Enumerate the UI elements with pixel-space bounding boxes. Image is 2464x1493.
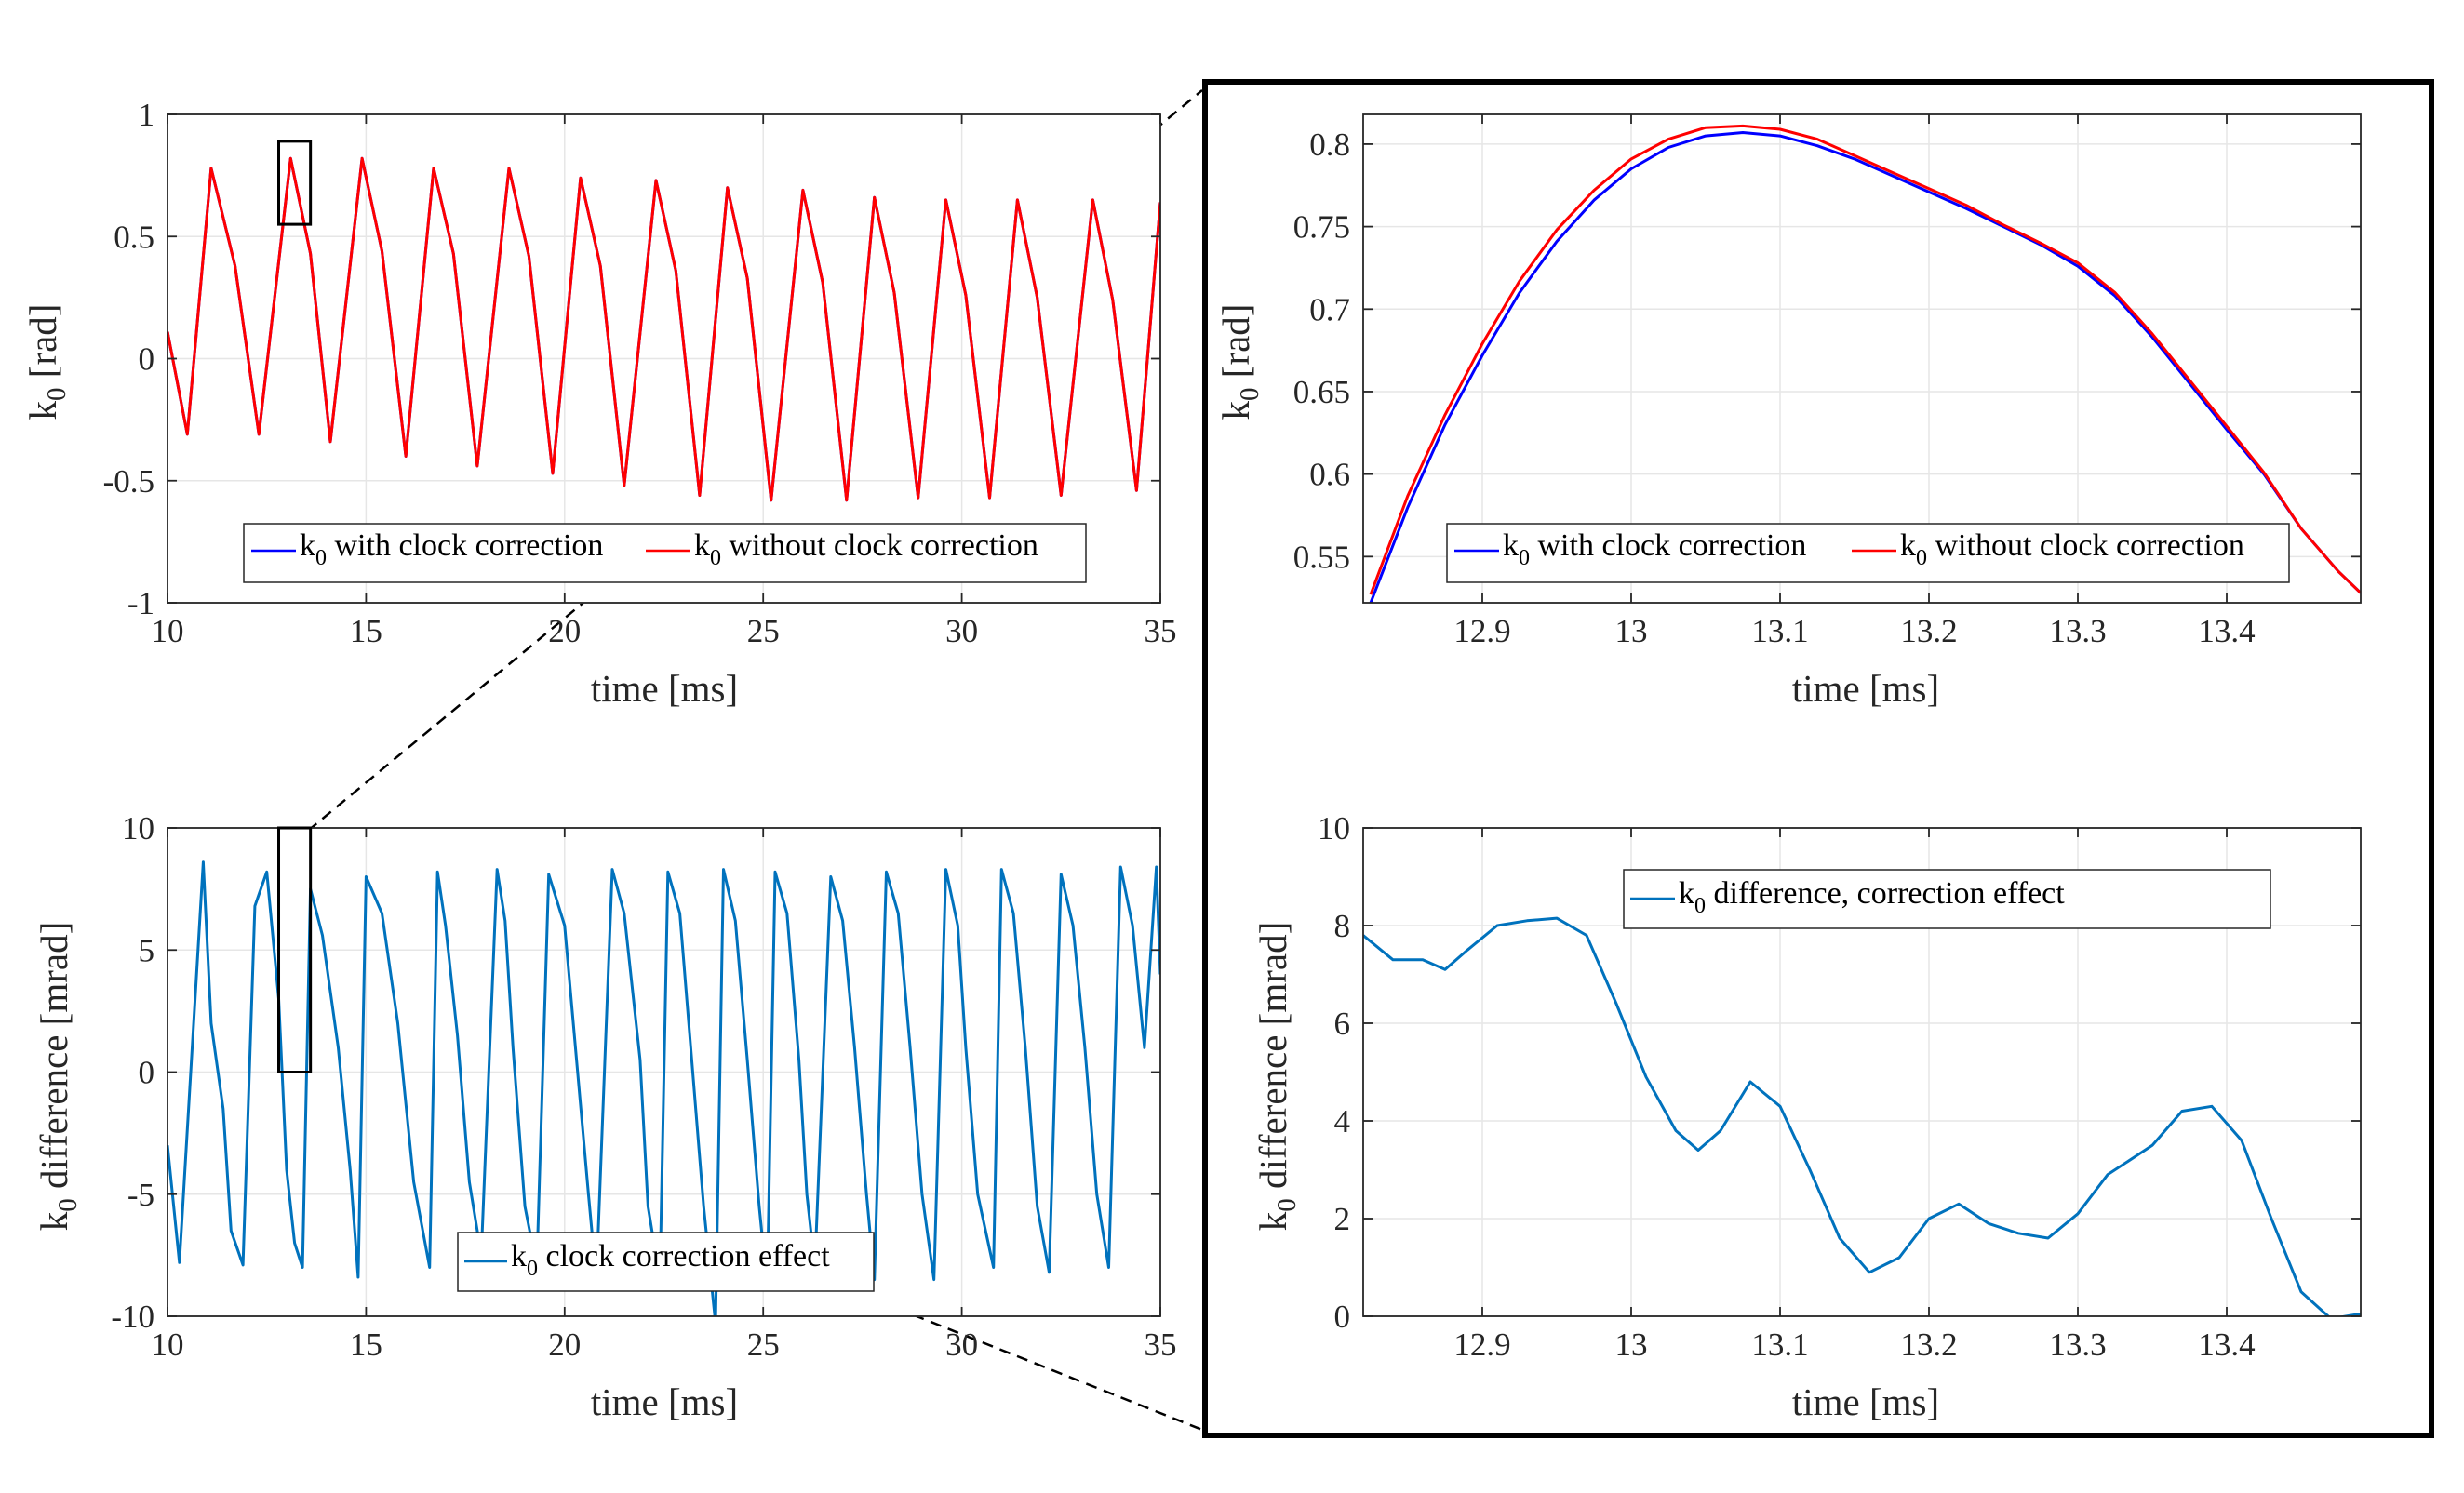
x-tick-label: 13.1 (1751, 1326, 1808, 1363)
svg-text:k0 with clock correction: k0 with clock correction (300, 528, 603, 570)
y-tick-label: 0.8 (1309, 127, 1350, 163)
x-tick-label: 13.1 (1751, 613, 1808, 649)
x-tick-label: 13.4 (2198, 613, 2255, 649)
x-tick-label: 20 (548, 1326, 581, 1363)
panel-top-right: 12.9 13 13.1 13.2 13.3 13.4 0.55 0.6 0.65 0.7 0.75… (1293, 113, 2362, 649)
x-tick-label: 13 (1615, 1326, 1648, 1363)
x-tick-label: 13.2 (1900, 613, 1957, 649)
series-line-with_correction (1369, 131, 2361, 603)
y-tick-label: 8 (1334, 908, 1351, 944)
axes-box (1362, 827, 2362, 1317)
series-line-without_correction (1369, 124, 2361, 595)
x-tick-label: 15 (350, 1326, 382, 1363)
x-tick-label: 12.9 (1453, 1326, 1510, 1363)
y-tick-label: 0.65 (1293, 374, 1350, 410)
svg-text:k0 without clock correction: k0 without clock correction (1900, 528, 2244, 570)
svg-text:k0 with clock correction: k0 with clock correction (1503, 528, 1806, 570)
svg-text:k0 difference, correction effe: k0 difference, correction effect (1679, 876, 2065, 918)
y-tick-label: -10 (111, 1299, 154, 1335)
axes-box (1362, 113, 2362, 604)
legend-top-left: k0 with clock correction k0 without cloc… (243, 523, 1087, 583)
x-tick-label: 25 (747, 1326, 780, 1363)
x-tick-label: 35 (1145, 1326, 1177, 1363)
xlabel-bottom-left: time [ms] (591, 1380, 738, 1423)
series-line-difference (167, 860, 1160, 1316)
zoom-region-box (277, 140, 313, 226)
y-tick-label: 0.7 (1309, 291, 1350, 327)
series-line-difference (1363, 916, 2361, 1316)
y-tick-label: -0.5 (103, 463, 154, 500)
y-tick-label: 5 (139, 932, 155, 968)
xlabel-top-right: time [ms] (1792, 667, 1939, 710)
x-tick-label: 10 (152, 1326, 184, 1363)
xlabel-bottom-right: time [ms] (1792, 1380, 1939, 1423)
y-tick-label: -5 (127, 1177, 154, 1213)
zoom-frame (1202, 79, 2434, 1438)
legend-bottom-left: k0 clock correction effect (457, 1232, 875, 1292)
x-tick-label: 10 (152, 613, 184, 649)
ylabel-bottom-left: k0 difference [mrad] (33, 922, 83, 1231)
svg-text:k0 clock correction effect: k0 clock correction effect (511, 1239, 830, 1281)
svg-text:k0 without clock correction: k0 without clock correction (694, 528, 1038, 570)
xlabel-top-left: time [ms] (591, 667, 738, 710)
y-tick-label: 0 (139, 1055, 155, 1091)
y-tick-label: -1 (127, 585, 154, 621)
ylabel-bottom-right: k0 difference [mrad] (1252, 922, 1302, 1231)
x-tick-label: 13.3 (2049, 1326, 2106, 1363)
y-tick-label: 0 (1334, 1299, 1351, 1335)
series-line-without_correction (167, 156, 1160, 502)
connector-line-bottom (307, 1073, 1203, 1432)
plot-area (1363, 114, 2361, 603)
x-tick-label: 12.9 (1453, 613, 1510, 649)
legend-top-right: k0 with clock correction k0 without cloc… (1446, 523, 2290, 583)
y-tick-label: 10 (122, 810, 154, 846)
x-tick-label: 25 (747, 613, 780, 649)
x-tick-label: 15 (350, 613, 382, 649)
ylabel-top-left: k0 [rad] (21, 304, 72, 420)
y-tick-label: 1 (139, 97, 155, 133)
x-tick-label: 13 (1615, 613, 1648, 649)
x-tick-label: 30 (945, 1326, 978, 1363)
x-tick-label: 13.2 (1900, 1326, 1957, 1363)
x-tick-label: 30 (945, 613, 978, 649)
y-tick-label: 10 (1318, 810, 1350, 846)
ylabel-top-right: k0 [rad] (1214, 304, 1265, 420)
x-tick-label: 35 (1145, 613, 1177, 649)
y-tick-label: 0.75 (1293, 209, 1350, 246)
x-tick-label: 13.4 (2198, 1326, 2255, 1363)
y-tick-label: 6 (1334, 1006, 1351, 1042)
y-tick-label: 0.55 (1293, 539, 1350, 575)
y-tick-label: 0.6 (1309, 457, 1350, 493)
legend-bottom-right: k0 difference, correction effect (1623, 869, 2271, 929)
x-tick-label: 13.3 (2049, 613, 2106, 649)
zoom-region-box (277, 826, 313, 1073)
x-tick-label: 20 (548, 613, 581, 649)
y-tick-label: 2 (1334, 1201, 1351, 1237)
panel-top-left: 10 15 20 25 30 35 -1 -0.5 0 0.5 1 (103, 97, 1177, 649)
y-tick-label: 0 (139, 341, 155, 378)
y-tick-label: 4 (1334, 1103, 1351, 1140)
y-tick-label: 0.5 (114, 219, 154, 255)
